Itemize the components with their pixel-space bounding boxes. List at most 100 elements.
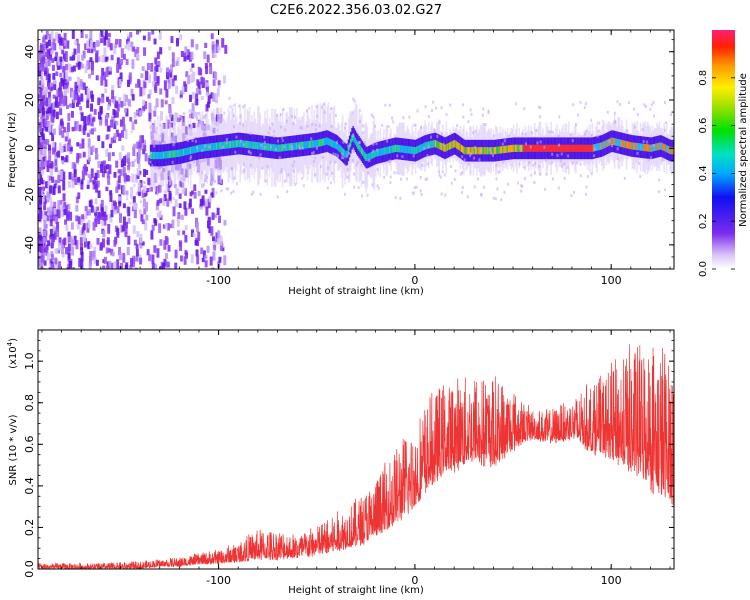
heatmap-speckle bbox=[551, 177, 554, 181]
heatmap-noise-cell bbox=[95, 259, 99, 266]
heatmap-noise-cell bbox=[130, 88, 134, 97]
heatmap-speckle bbox=[242, 143, 245, 147]
heatmap-noise-cell bbox=[106, 237, 110, 246]
heatmap-speckle bbox=[243, 104, 246, 108]
heatmap-noise-cell bbox=[121, 116, 125, 126]
heatmap-noise-cell bbox=[106, 125, 110, 132]
heatmap-noise-cell bbox=[102, 160, 106, 166]
heatmap-speckle bbox=[551, 161, 554, 165]
heatmap-noise-cell bbox=[192, 232, 196, 237]
heatmap-noise-cell bbox=[122, 203, 126, 209]
heatmap-core bbox=[379, 148, 382, 156]
heatmap-noise-cell bbox=[40, 89, 44, 95]
heatmap-speckle bbox=[443, 173, 446, 177]
heatmap-speckle bbox=[412, 154, 415, 158]
heatmap-core bbox=[565, 144, 568, 152]
heatmap-speckle bbox=[557, 143, 560, 147]
heatmap-speckle bbox=[355, 163, 358, 167]
heatmap-noise-cell bbox=[105, 134, 109, 140]
heatmap-noise-cell bbox=[57, 175, 61, 183]
heatmap-core bbox=[626, 141, 629, 149]
heatmap-speckle bbox=[197, 111, 200, 115]
heatmap-core bbox=[410, 146, 412, 154]
heatmap-speckle bbox=[274, 147, 277, 151]
heatmap-noise-cell bbox=[116, 205, 120, 214]
heatmap-noise-cell bbox=[170, 36, 174, 44]
heatmap-speckle bbox=[515, 102, 518, 106]
heatmap-noise-cell bbox=[163, 240, 167, 250]
heatmap-speckle bbox=[321, 155, 324, 159]
heatmap-noise-cell bbox=[168, 190, 172, 200]
heatmap-core bbox=[606, 139, 609, 147]
heatmap-noise-cell bbox=[143, 81, 147, 89]
heatmap-speckle bbox=[435, 106, 438, 110]
heatmap-noise-cell bbox=[59, 170, 63, 180]
heatmap-noise-cell bbox=[79, 62, 83, 68]
heatmap-speckle bbox=[490, 151, 493, 155]
heatmap-noise-cell bbox=[74, 81, 78, 92]
heatmap-speckle bbox=[172, 143, 175, 147]
heatmap-noise-cell bbox=[80, 179, 84, 185]
heatmap-noise-cell bbox=[144, 190, 148, 196]
snr-y-tick-label: 0.6 bbox=[23, 436, 36, 454]
heatmap-noise-cell bbox=[48, 267, 52, 269]
heatmap-noise-cell bbox=[163, 194, 167, 202]
heatmap-speckle bbox=[551, 130, 554, 134]
heatmap-noise-cell bbox=[191, 103, 195, 112]
spectrogram-heatmap bbox=[38, 30, 674, 269]
heatmap-noise-cell bbox=[53, 43, 57, 51]
heatmap-speckle bbox=[372, 115, 375, 119]
heatmap-speckle bbox=[248, 150, 251, 154]
heatmap-speckle bbox=[216, 128, 219, 132]
heatmap-core bbox=[308, 140, 311, 149]
heatmap-noise-cell bbox=[59, 204, 63, 211]
heatmap-speckle bbox=[449, 103, 452, 107]
heatmap-noise-cell bbox=[185, 252, 189, 259]
heatmap-noise-cell bbox=[124, 221, 128, 229]
heatmap-noise-cell bbox=[41, 133, 45, 140]
heatmap-noise-cell bbox=[94, 198, 98, 205]
heatmap-noise-cell bbox=[184, 188, 188, 196]
heatmap-noise-cell bbox=[110, 119, 114, 128]
colorbar-tick-label: 0.6 bbox=[698, 118, 709, 134]
heatmap-core bbox=[376, 149, 378, 157]
heatmap-core bbox=[221, 141, 224, 150]
heatmap-noise-cell bbox=[115, 38, 119, 45]
heatmap-noise-cell bbox=[100, 30, 104, 37]
heatmap-speckle bbox=[500, 198, 503, 202]
heatmap-speckle bbox=[416, 109, 419, 113]
heatmap-noise-cell bbox=[109, 43, 113, 51]
heatmap-core bbox=[318, 139, 320, 147]
heatmap-noise-cell bbox=[153, 245, 157, 253]
heatmap-noise-cell bbox=[79, 106, 83, 111]
heatmap-core bbox=[632, 142, 635, 150]
heatmap-speckle bbox=[210, 112, 213, 116]
heatmap-noise-cell bbox=[49, 228, 53, 237]
heatmap-speckle bbox=[530, 131, 533, 135]
heatmap-core bbox=[580, 144, 583, 152]
heatmap-noise-cell bbox=[124, 227, 128, 235]
heatmap-speckle bbox=[533, 171, 536, 175]
heatmap-core bbox=[553, 144, 556, 152]
heatmap-noise-cell bbox=[50, 161, 54, 169]
heatmap-noise-cell bbox=[138, 140, 142, 151]
heatmap-speckle bbox=[533, 180, 536, 184]
heatmap-speckle bbox=[276, 195, 279, 199]
heatmap-core bbox=[602, 141, 604, 150]
heatmap-speckle bbox=[276, 139, 279, 143]
heatmap-noise-cell bbox=[117, 169, 121, 174]
heatmap-noise-cell bbox=[184, 235, 188, 243]
heatmap-noise-cell bbox=[64, 55, 68, 63]
heatmap-core bbox=[403, 145, 405, 153]
heatmap-speckle bbox=[214, 163, 217, 167]
heatmap-core bbox=[547, 144, 550, 152]
heatmap-noise-cell bbox=[184, 225, 188, 231]
heatmap-noise-cell bbox=[49, 201, 53, 208]
heatmap-core bbox=[507, 145, 510, 153]
heatmap-core bbox=[240, 140, 243, 148]
heatmap-noise-cell bbox=[45, 102, 49, 111]
heatmap-noise-cell bbox=[72, 65, 76, 72]
heatmap-core bbox=[386, 146, 389, 155]
heatmap-noise-cell bbox=[53, 183, 57, 189]
heatmap-noise-cell bbox=[80, 181, 84, 190]
